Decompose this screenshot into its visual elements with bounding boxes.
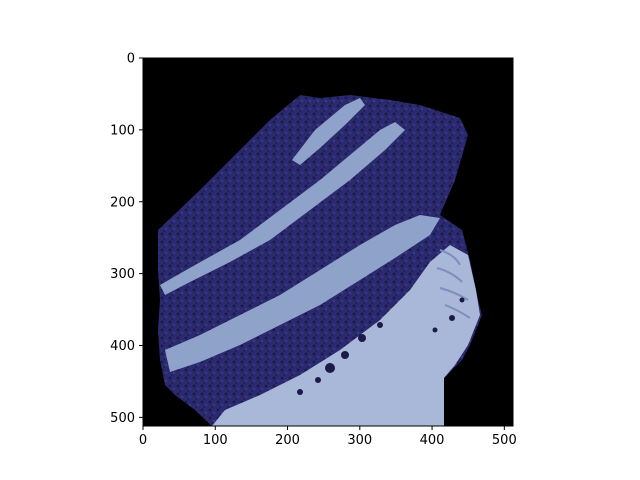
frosting-swirls xyxy=(436,249,471,319)
y-tick-label: 0 xyxy=(127,52,135,67)
x-tick-label: 300 xyxy=(347,433,372,448)
x-tick-label: 200 xyxy=(275,433,300,448)
frosting-layer-top xyxy=(292,98,365,165)
cake-crumbs xyxy=(297,297,465,395)
y-tick-label: 400 xyxy=(110,339,135,354)
x-tick-label: 400 xyxy=(420,433,445,448)
x-tick-label: 100 xyxy=(203,433,228,448)
y-tick-label: 300 xyxy=(110,267,135,282)
y-axis: 0 100 200 300 400 500 xyxy=(110,52,143,426)
x-axis: 0 100 200 300 400 500 xyxy=(139,426,517,448)
y-tick-label: 500 xyxy=(110,411,135,426)
axes-frame xyxy=(142,57,514,427)
frosting-layer-lower xyxy=(165,215,440,372)
x-tick-label: 0 xyxy=(139,433,147,448)
cake-slice-image xyxy=(158,95,482,426)
frosting-layer-middle xyxy=(160,122,405,295)
x-tick-label: 500 xyxy=(492,433,517,448)
y-tick-label: 200 xyxy=(110,195,135,210)
y-tick-label: 100 xyxy=(110,123,135,138)
frosting-base xyxy=(212,245,480,426)
